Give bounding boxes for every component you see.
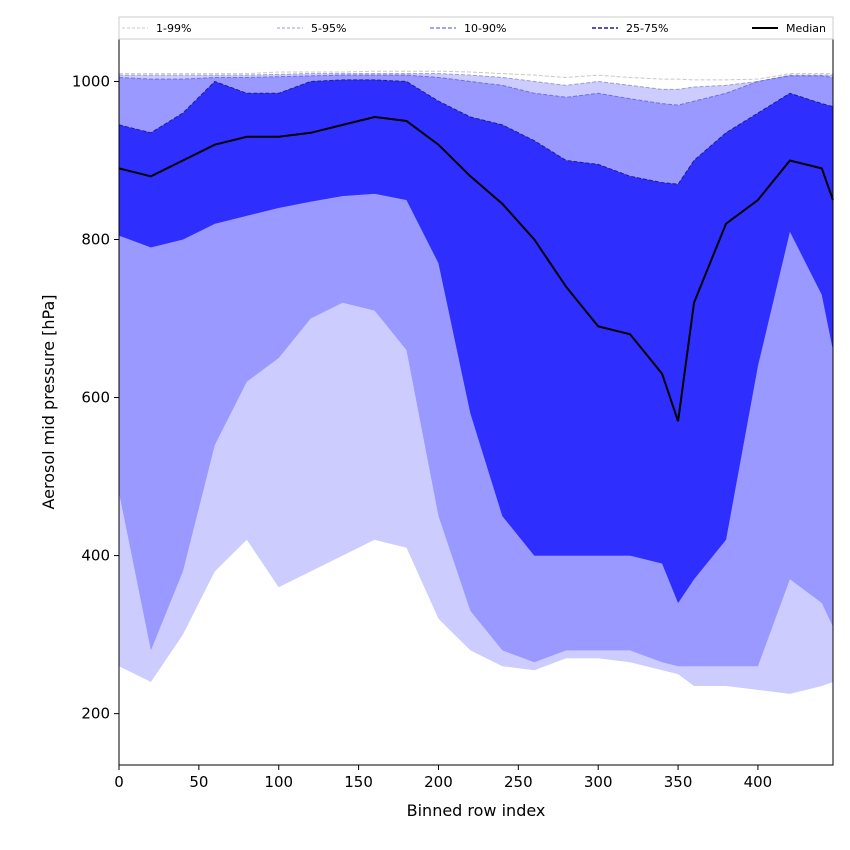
x-tick-label: 150 xyxy=(344,773,373,791)
legend-label: 25-75% xyxy=(626,22,668,35)
y-axis: 200 400 600 800 1000 xyxy=(72,72,119,723)
x-tick-label: 250 xyxy=(504,773,533,791)
band-upper-line-1-99% xyxy=(119,70,833,81)
median-line xyxy=(118,115,834,422)
x-tick-label: 100 xyxy=(264,773,293,791)
band-core-area xyxy=(119,79,833,603)
legend: 1-99% 5-95% 10-90% 25-75% Median xyxy=(118,16,834,40)
x-axis: 0 50 100 150 200 250 300 350 400 xyxy=(114,765,772,791)
y-tick-label: 200 xyxy=(81,705,110,723)
plot-area xyxy=(118,70,834,734)
y-tick-label: 400 xyxy=(81,547,110,565)
y-axis-title: Aerosol mid pressure [hPa] xyxy=(39,294,58,509)
y-tick-label: 1000 xyxy=(72,72,110,90)
legend-frame xyxy=(118,16,834,40)
y-tick-label: 800 xyxy=(81,231,110,249)
band-upper-line-25-75% xyxy=(118,79,834,185)
x-tick-label: 0 xyxy=(114,773,124,791)
x-tick-label: 400 xyxy=(744,773,773,791)
legend-label: 1-99% xyxy=(156,22,191,35)
legend-label: 10-90% xyxy=(464,22,506,35)
x-tick-label: 350 xyxy=(664,773,693,791)
band-upper-line-10-90% xyxy=(118,74,834,106)
legend-label: Median xyxy=(786,22,826,35)
y-tick-label: 600 xyxy=(81,389,110,407)
x-axis-title: Binned row index xyxy=(407,801,546,820)
x-tick-label: 50 xyxy=(189,773,208,791)
x-tick-label: 200 xyxy=(424,773,453,791)
x-tick-label: 300 xyxy=(584,773,613,791)
legend-label: 5-95% xyxy=(311,22,346,35)
band-upper-line-5-95% xyxy=(119,73,833,90)
